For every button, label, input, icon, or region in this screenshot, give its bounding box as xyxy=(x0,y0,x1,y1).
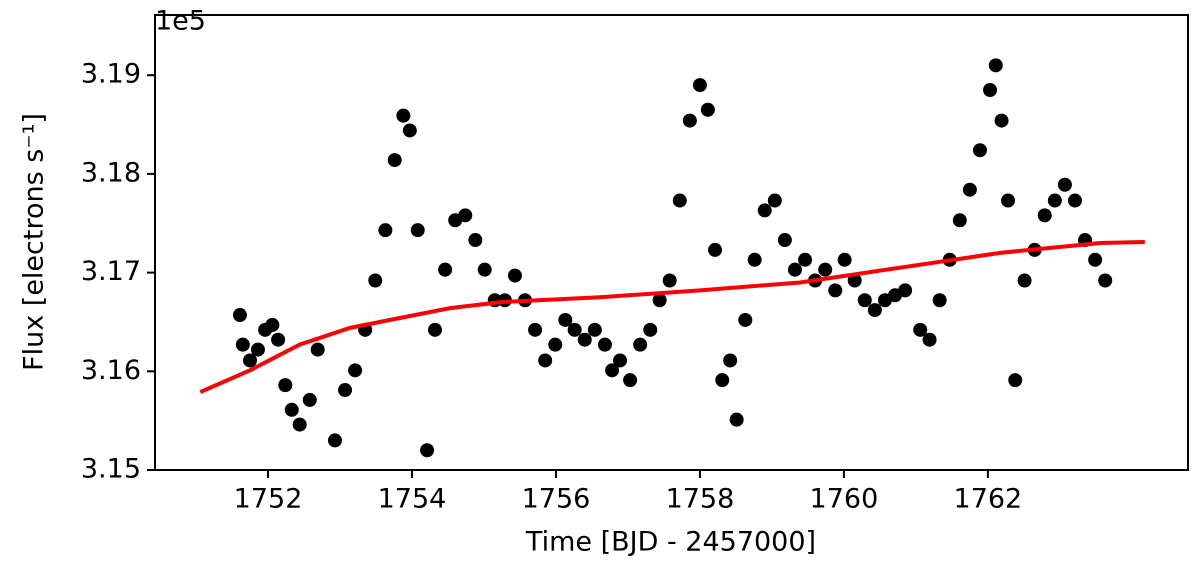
y-tick-label: 3.15 xyxy=(81,454,141,485)
point xyxy=(767,193,782,208)
point xyxy=(265,317,280,332)
point xyxy=(913,322,928,337)
point xyxy=(1001,193,1016,208)
point xyxy=(1017,273,1032,288)
point xyxy=(1047,193,1062,208)
point xyxy=(528,322,543,337)
point xyxy=(458,208,473,223)
point xyxy=(962,182,977,197)
point xyxy=(402,123,417,138)
point xyxy=(1057,177,1072,192)
point xyxy=(250,342,265,357)
point xyxy=(348,363,363,378)
point xyxy=(1098,273,1113,288)
point xyxy=(605,363,620,378)
point xyxy=(243,353,258,368)
y-tick-label: 3.18 xyxy=(81,157,141,188)
point xyxy=(278,378,293,393)
point xyxy=(952,213,967,228)
point xyxy=(922,332,937,347)
point xyxy=(847,273,862,288)
point xyxy=(932,293,947,308)
point xyxy=(643,322,658,337)
point xyxy=(396,108,411,123)
point xyxy=(613,353,628,368)
point xyxy=(723,353,738,368)
point xyxy=(682,113,697,128)
x-tick-label: 1758 xyxy=(666,484,735,515)
point xyxy=(567,322,582,337)
y-axis-label: Flux [electrons s⁻¹] xyxy=(19,113,50,371)
point xyxy=(652,293,667,308)
point xyxy=(428,322,443,337)
point xyxy=(548,337,563,352)
y-tick-label: 3.16 xyxy=(81,355,141,386)
point xyxy=(507,268,522,283)
point xyxy=(420,443,435,458)
point xyxy=(232,308,247,323)
point xyxy=(292,417,307,432)
x-tick-label: 1762 xyxy=(954,484,1023,515)
point xyxy=(867,303,882,318)
point xyxy=(1067,193,1082,208)
y-tick-label: 3.19 xyxy=(81,59,141,90)
point xyxy=(310,342,325,357)
point xyxy=(477,262,492,277)
point xyxy=(729,412,744,427)
point xyxy=(828,283,843,298)
point xyxy=(983,83,998,98)
point xyxy=(700,102,715,117)
point xyxy=(387,153,402,168)
point xyxy=(538,353,553,368)
point xyxy=(672,193,687,208)
point xyxy=(738,312,753,327)
point xyxy=(587,322,602,337)
point xyxy=(327,433,342,448)
point xyxy=(623,373,638,388)
x-tick-label: 1760 xyxy=(810,484,879,515)
point xyxy=(777,233,792,248)
point xyxy=(284,402,299,417)
point xyxy=(994,113,1009,128)
point xyxy=(837,252,852,267)
x-tick-label: 1752 xyxy=(234,484,303,515)
x-tick-label: 1754 xyxy=(378,484,447,515)
point xyxy=(898,283,913,298)
point xyxy=(1008,373,1023,388)
point xyxy=(302,392,317,407)
point xyxy=(972,143,987,158)
point xyxy=(438,262,453,277)
point xyxy=(468,233,483,248)
x-axis-label: Time [BJD - 2457000] xyxy=(525,527,816,558)
y-tick-label: 3.17 xyxy=(81,256,141,287)
point xyxy=(798,252,813,267)
point xyxy=(558,312,573,327)
y-offset-label: 1e5 xyxy=(155,6,206,37)
point xyxy=(715,373,730,388)
point xyxy=(271,332,286,347)
point xyxy=(692,78,707,93)
point xyxy=(857,293,872,308)
point xyxy=(1088,252,1103,267)
point xyxy=(662,273,677,288)
point xyxy=(787,262,802,277)
point xyxy=(757,203,772,218)
point xyxy=(818,262,833,277)
point xyxy=(338,383,353,398)
point xyxy=(410,223,425,238)
point xyxy=(368,273,383,288)
plot-frame xyxy=(154,14,1189,471)
point xyxy=(747,252,762,267)
point xyxy=(1037,208,1052,223)
fit-line xyxy=(199,240,1145,394)
x-tick-label: 1756 xyxy=(522,484,591,515)
point xyxy=(235,337,250,352)
point xyxy=(708,242,723,257)
point xyxy=(988,58,1003,73)
point xyxy=(597,337,612,352)
point xyxy=(577,332,592,347)
point xyxy=(378,223,393,238)
point xyxy=(633,337,648,352)
